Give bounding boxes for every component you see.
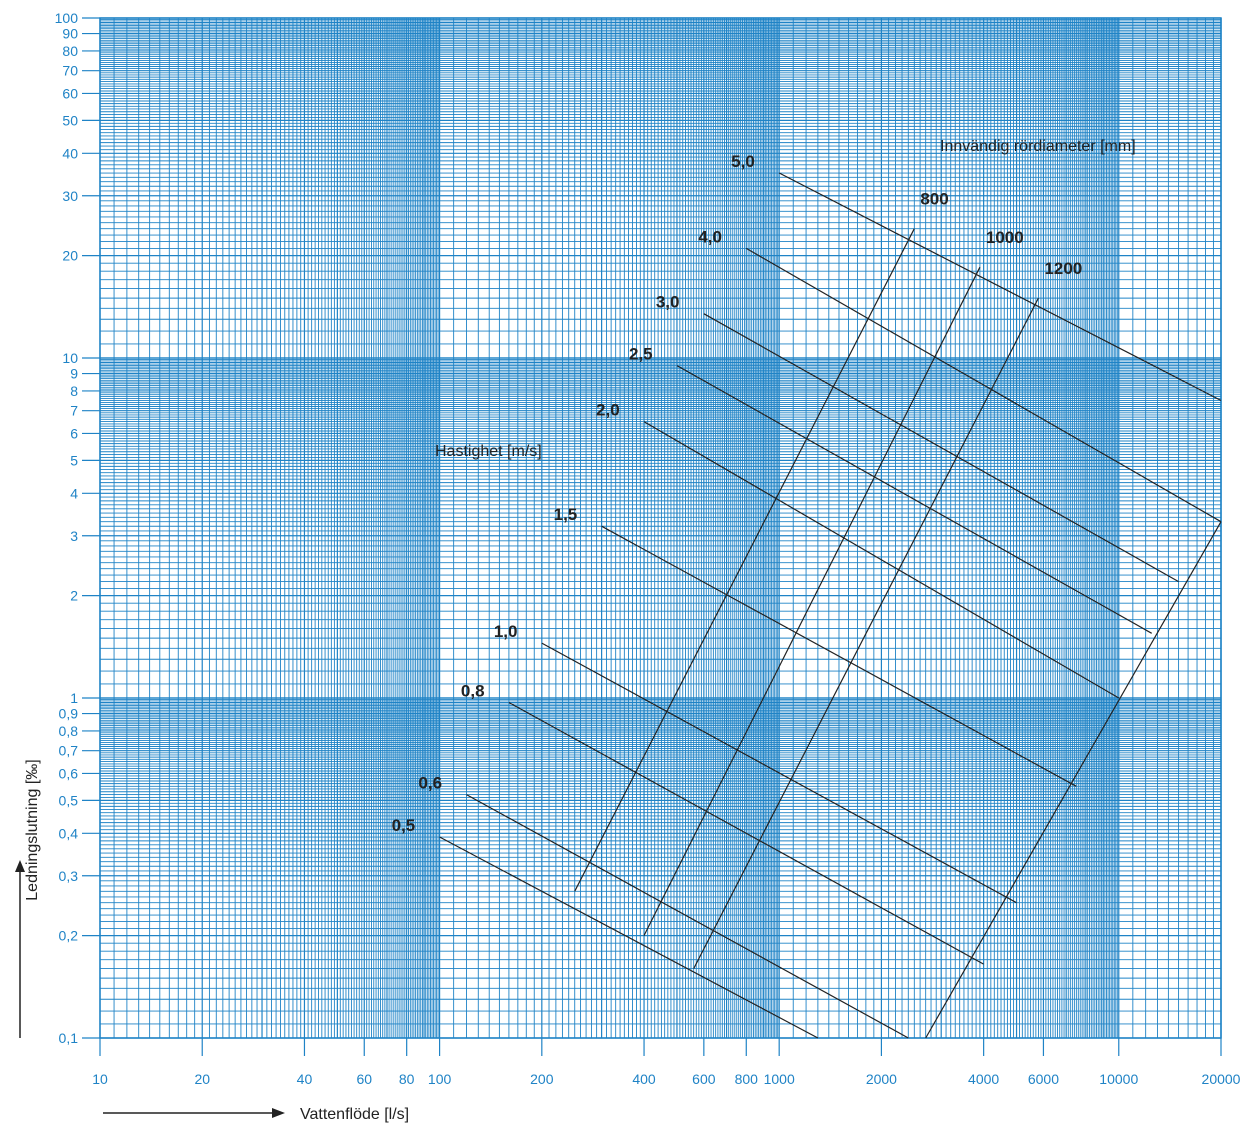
grid	[82, 17, 1222, 1056]
velocity-line-4-0	[746, 247, 1222, 523]
y-tick-label: 0,9	[59, 706, 79, 722]
y-tick-label: 0,7	[59, 743, 79, 759]
y-tick-label: 70	[62, 63, 78, 79]
y-tick-label: 90	[62, 26, 78, 42]
diameter-label: 1000	[986, 228, 1024, 247]
x-tick-label: 600	[692, 1071, 716, 1087]
y-tick-label: 20	[62, 248, 78, 264]
velocity-line-0-8	[508, 701, 984, 965]
y-tick-label: 0,3	[59, 868, 79, 884]
velocity-label: 1,5	[554, 505, 578, 524]
x-tick-label: 20000	[1202, 1071, 1241, 1087]
velocity-label: 4,0	[698, 227, 722, 246]
velocity-line-1-0	[541, 642, 1017, 904]
velocity-label: 0,5	[392, 816, 416, 835]
x-tick-label: 6000	[1028, 1071, 1059, 1087]
y-tick-label: 5	[70, 452, 78, 468]
velocity-label: 5,0	[731, 152, 755, 171]
x-tick-label: 20	[194, 1071, 210, 1087]
y-tick-label: 0,1	[59, 1030, 79, 1046]
velocity-line-0-5	[439, 836, 819, 1039]
y-tick-label: 0,6	[59, 765, 79, 781]
x-tick-label: 2000	[866, 1071, 897, 1087]
x-axis-arrow-head	[272, 1108, 285, 1118]
y-tick-label: 100	[55, 10, 79, 26]
velocity-line-5-0	[778, 172, 1222, 402]
diameter-label: 1200	[1044, 259, 1082, 278]
y-tick-label: 1	[70, 690, 78, 706]
y-tick-label: 6	[70, 425, 78, 441]
x-tick-label: 800	[735, 1071, 759, 1087]
x-tick-label: 10	[92, 1071, 108, 1087]
y-tick-label: 8	[70, 383, 78, 399]
tick-labels: 0,10,20,30,40,50,60,70,80,91234567891020…	[55, 10, 1241, 1087]
x-tick-label: 40	[297, 1071, 313, 1087]
y-tick-label: 7	[70, 403, 78, 419]
y-tick-label: 0,5	[59, 792, 79, 808]
curves: 5,0 4,0 3,0 2,5 2,0 1,5 1,0 0,8 0,6 0,5 800 1000 120…	[392, 152, 1222, 1039]
y-axis-label: Ledningslutning [‰]	[24, 759, 41, 900]
x-tick-label: 200	[530, 1071, 554, 1087]
x-tick-label: 10000	[1099, 1071, 1138, 1087]
y-tick-label: 10	[62, 350, 78, 366]
plot-frame	[99, 17, 1222, 1039]
velocity-label: 2,0	[596, 401, 620, 420]
velocity-line-1-5	[601, 525, 1077, 787]
x-axis-label: Vattenflöde [l/s]	[300, 1106, 409, 1123]
diameter-line-800	[574, 228, 915, 892]
y-tick-label: 30	[62, 188, 78, 204]
x-tick-label: 400	[632, 1071, 656, 1087]
y-tick-label: 50	[62, 112, 78, 128]
velocity-label: 2,5	[629, 345, 653, 364]
x-tick-label: 80	[399, 1071, 415, 1087]
x-tick-label: 1000	[764, 1071, 795, 1087]
diameter-label: 800	[920, 190, 948, 209]
x-tick-label: 4000	[968, 1071, 999, 1087]
x-axis-title: Vattenflöde [l/s]	[103, 1106, 409, 1123]
y-tick-label: 0,8	[59, 723, 79, 739]
velocity-line-2-0	[643, 421, 1120, 699]
velocity-label: 3,0	[656, 293, 680, 312]
y-tick-label: 3	[70, 528, 78, 544]
velocity-label: 0,8	[461, 681, 485, 700]
y-tick-label: 60	[62, 85, 78, 101]
velocity-label: 0,6	[418, 774, 442, 793]
y-axis-title: Ledningslutning [‰]	[15, 759, 41, 1038]
diameter-line-1000	[643, 266, 981, 936]
y-tick-label: 80	[62, 43, 78, 59]
diameter-line	[925, 521, 1222, 1039]
y-tick-label: 9	[70, 366, 78, 382]
diameter-line-1200	[693, 297, 1039, 969]
y-tick-label: 2	[70, 588, 78, 604]
velocity-line-2-5	[676, 365, 1152, 634]
velocity-title: Hastighet [m/s]	[435, 443, 542, 460]
velocity-line-3-0	[703, 313, 1179, 583]
y-tick-label: 4	[70, 485, 78, 501]
y-tick-label: 0,4	[59, 825, 79, 841]
velocity-line-0-6	[466, 794, 909, 1039]
diameter-title: Innvändig rördiameter [mm]	[940, 138, 1136, 155]
y-tick-label: 0,2	[59, 928, 79, 944]
y-axis-arrow-head	[15, 860, 25, 872]
velocity-label: 1,0	[494, 622, 518, 641]
x-tick-label: 60	[356, 1071, 372, 1087]
y-tick-label: 40	[62, 145, 78, 161]
x-tick-label: 100	[428, 1071, 452, 1087]
